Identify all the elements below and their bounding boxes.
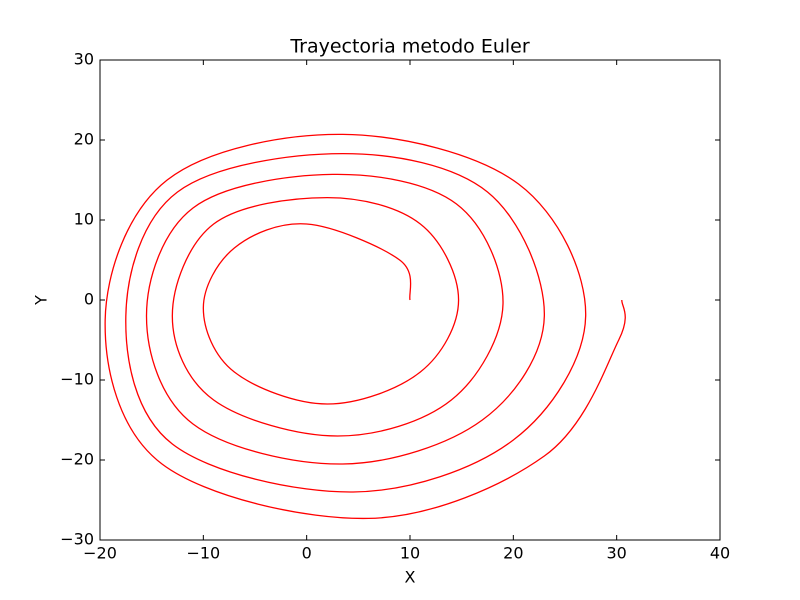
x-tick-label: 30 (606, 544, 626, 563)
y-tick-label: −30 (60, 530, 94, 549)
chart-title: Trayectoria metodo Euler (289, 36, 530, 58)
y-tick-label: 0 (84, 290, 94, 309)
x-tick-label: −20 (83, 544, 117, 563)
x-tick-label: 40 (710, 544, 730, 563)
y-tick-label: −20 (60, 450, 94, 469)
plot-frame (99, 59, 721, 541)
y-tick-label: 20 (74, 130, 94, 149)
y-tick-label: 30 (74, 50, 94, 69)
x-tick-label: 20 (503, 544, 523, 563)
x-tick-label: 0 (302, 544, 312, 563)
y-axis-label: Y (32, 295, 51, 306)
x-tick-label: 10 (400, 544, 420, 563)
x-tick-label: −10 (186, 544, 220, 563)
x-axis-label: X (405, 568, 416, 587)
y-tick-label: 10 (74, 210, 94, 229)
trajectory-line (104, 133, 626, 520)
y-tick-label: −10 (60, 370, 94, 389)
